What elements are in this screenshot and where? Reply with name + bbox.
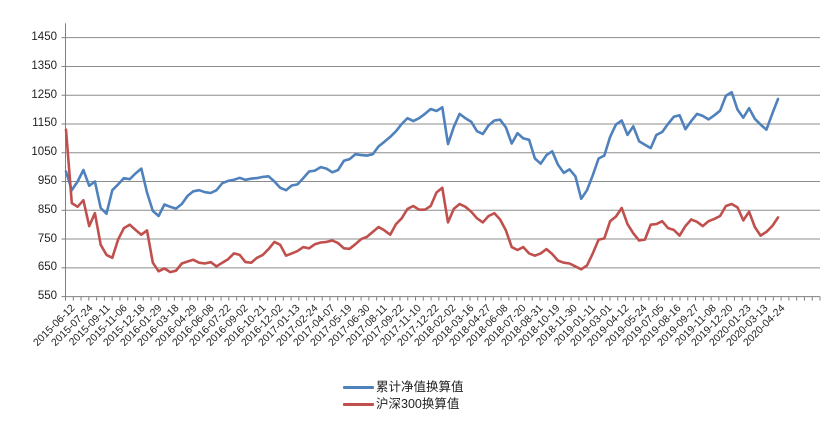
axis-lines <box>65 23 820 298</box>
legend-item-cumulative-nav: 累计净值换算值 <box>343 380 464 394</box>
y-axis-label: 1250 <box>31 88 57 101</box>
series-lines <box>64 91 780 274</box>
y-axis-label: 1050 <box>31 146 57 159</box>
y-axis-label: 750 <box>37 232 57 245</box>
y-axis-label: 850 <box>37 203 57 216</box>
y-axis-label: 650 <box>37 261 57 274</box>
y-axis-label: 1450 <box>31 31 57 44</box>
legend: 累计净值换算值 沪深300换算值 <box>343 380 464 411</box>
y-axis-label: 950 <box>37 175 57 188</box>
y-axis-label: 1350 <box>31 59 57 72</box>
legend-label-csi300: 沪深300换算值 <box>376 397 460 411</box>
legend-label-cumulative-nav: 累计净值换算值 <box>376 380 464 394</box>
red-line-swatch <box>343 402 374 406</box>
axis-ticks <box>61 37 821 301</box>
y-axis-label: 550 <box>37 290 57 303</box>
legend-item-csi300: 沪深300换算值 <box>343 397 464 411</box>
cumulative-nav-line <box>64 91 780 218</box>
y-axis-label: 1150 <box>32 117 57 130</box>
blue-line-swatch <box>343 385 374 389</box>
gridlines <box>65 37 820 269</box>
csi300-line <box>64 128 780 274</box>
